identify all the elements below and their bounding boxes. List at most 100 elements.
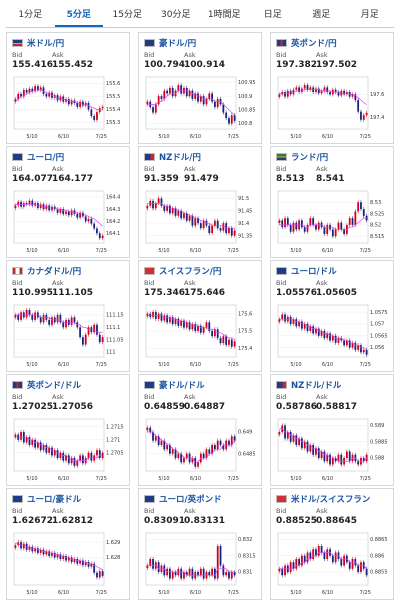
mini-chart[interactable]: 1.0575 1.057 1.0565 1.056 5/10 6/10 7/25 — [276, 301, 390, 369]
pair-name-link[interactable]: 英ポンド/ドル — [27, 380, 82, 391]
rate-card[interactable]: カナダドル/円 Bid Ask 110.995 111.105 111.15 111.1 11… — [6, 260, 130, 372]
mini-chart[interactable]: 8.53 8.525 8.52 8.515 5/10 6/10 7/25 — [276, 187, 390, 255]
candle — [219, 226, 222, 233]
pair-name-link[interactable]: ユーロ/円 — [27, 152, 65, 163]
rate-card[interactable]: 英ポンド/円 Bid Ask 197.382 197.502 197.6 197.4 5/10… — [270, 32, 394, 144]
x-tick-label: 6/10 — [322, 248, 333, 254]
pair-name-link[interactable]: 豪ドル/ドル — [159, 380, 205, 391]
pair-name-link[interactable]: ユーロ/英ポンド — [159, 494, 222, 505]
tab-5[interactable]: 日足 — [263, 10, 282, 20]
mini-chart[interactable]: 164.4 164.3 164.2 164.1 5/10 6/10 7/25 — [12, 187, 126, 255]
candle — [146, 203, 149, 211]
x-tick-label: 5/10 — [290, 362, 301, 368]
candle — [31, 437, 34, 448]
mini-chart[interactable]: 1.2715 1.271 1.2705 5/10 6/10 7/25 — [12, 415, 126, 483]
pair-name-link[interactable]: 豪ドル/円 — [159, 38, 197, 49]
candle — [337, 89, 340, 98]
flag-icon — [144, 494, 155, 503]
pair-name-link[interactable]: NZドル/ドル — [291, 380, 342, 391]
candle — [191, 88, 194, 101]
rate-card[interactable]: 豪ドル/ドル Bid Ask 0.64859 0.64887 0.649 0.6485 5/1… — [138, 374, 262, 486]
candlestick-chart: 0.589 0.5885 0.588 5/10 6/10 7/25 — [277, 418, 388, 482]
y-tick-label: 0.8865 — [370, 537, 388, 543]
rate-card[interactable]: ユーロ/ドル Bid Ask 1.05576 1.05605 1.0575 1.057 1.0… — [270, 260, 394, 372]
candle — [183, 211, 185, 221]
mini-chart[interactable]: 197.6 197.4 5/10 6/10 7/25 — [276, 73, 390, 141]
candle — [93, 221, 96, 231]
candle — [216, 96, 219, 110]
mini-chart[interactable]: 155.6 155.5 155.4 155.3 5/10 6/10 7/25 — [12, 73, 126, 141]
candle — [25, 201, 28, 207]
rate-card[interactable]: ユーロ/英ポンド Bid Ask 0.83091 0.83131 0.832 0.8315 0… — [138, 488, 262, 600]
candle — [315, 222, 317, 232]
mini-chart[interactable]: 100.95 100.9 100.85 100.8 5/10 6/10 7/25 — [144, 73, 258, 141]
tab-4[interactable]: 1時間足 — [207, 10, 241, 20]
x-tick-label: 5/10 — [290, 476, 301, 482]
tab-3[interactable]: 30分足 — [161, 10, 191, 20]
pair-name-link[interactable]: ユーロ/ドル — [291, 266, 337, 277]
bid-value: 0.88525 — [276, 516, 317, 526]
mini-chart[interactable]: 0.832 0.8315 0.831 5/10 6/10 7/25 — [144, 529, 258, 597]
candle — [59, 207, 62, 215]
y-tick-label: 100.85 — [238, 108, 256, 114]
candle — [289, 314, 292, 326]
bid-label: Bid — [12, 393, 23, 401]
candle — [320, 328, 323, 338]
rate-card[interactable]: ユーロ/豪ドル Bid Ask 1.62672 1.62812 1.629 1.628 5/1… — [6, 488, 130, 600]
rate-card[interactable]: スイスフラン/円 Bid Ask 175.346 175.646 175.6 175.5 17… — [138, 260, 262, 372]
x-tick-label: 6/10 — [322, 362, 333, 368]
tab-0[interactable]: 1分足 — [18, 10, 43, 20]
candle — [14, 432, 17, 440]
rate-card[interactable]: ユーロ/円 Bid Ask 164.077 164.177 164.4 164.3 164.2… — [6, 146, 130, 258]
mini-chart[interactable]: 91.5 91.45 91.4 91.35 5/10 6/10 7/25 — [144, 187, 258, 255]
rate-card[interactable]: NZドル/円 Bid Ask 91.359 91.479 91.5 91.45 91.4 91.… — [138, 146, 262, 258]
rate-card[interactable]: NZドル/ドル Bid Ask 0.58786 0.58817 0.589 0.5885 0.… — [270, 374, 394, 486]
pair-name-link[interactable]: カナダドル/円 — [27, 266, 82, 277]
candle — [96, 110, 98, 122]
pair-name-link[interactable]: 米ドル/スイスフラン — [291, 494, 371, 505]
plot-area — [145, 532, 237, 586]
mini-chart[interactable]: 1.629 1.628 5/10 6/10 7/25 — [12, 529, 126, 597]
candle — [340, 452, 343, 467]
candle — [76, 100, 79, 109]
card-header: 米ドル/スイスフラン — [276, 492, 388, 505]
candle — [306, 222, 309, 234]
mini-chart[interactable]: 0.8865 0.886 0.8855 5/10 6/10 7/25 — [276, 529, 390, 597]
pair-name-link[interactable]: ランド/円 — [291, 152, 329, 163]
candle — [20, 429, 22, 442]
candle — [278, 218, 281, 226]
rate-card[interactable]: 米ドル/スイスフラン Bid Ask 0.88525 0.88645 0.8865 0.88… — [270, 488, 394, 600]
pair-name-link[interactable]: ユーロ/豪ドル — [27, 494, 82, 505]
mini-chart[interactable]: 175.6 175.5 175.4 5/10 6/10 7/25 — [144, 301, 258, 369]
rate-card[interactable]: ランド/円 Bid Ask 8.513 8.541 8.53 8.525 8.52 8.515 5… — [270, 146, 394, 258]
pair-name-link[interactable]: 英ポンド/円 — [291, 38, 337, 49]
tab-1[interactable]: 5分足 — [54, 4, 103, 27]
mini-chart[interactable]: 0.589 0.5885 0.588 5/10 6/10 7/25 — [276, 415, 390, 483]
candle — [228, 337, 230, 347]
tab-7[interactable]: 月足 — [360, 10, 379, 20]
candle — [82, 210, 84, 219]
mini-chart[interactable]: 0.649 0.6485 5/10 6/10 7/25 — [144, 415, 258, 483]
bid-value: 164.077 — [12, 174, 53, 184]
tab-6[interactable]: 週足 — [312, 10, 331, 20]
rate-card[interactable]: 英ポンド/ドル Bid Ask 1.27025 1.27056 1.2715 1.271 1.… — [6, 374, 130, 486]
quote-labels: Bid Ask — [12, 507, 124, 516]
pair-name-link[interactable]: 米ドル/円 — [27, 38, 65, 49]
tab-2[interactable]: 15分足 — [112, 10, 142, 20]
mini-chart[interactable]: 111.15 111.1 111.05 111 5/10 6/10 7/25 — [12, 301, 126, 369]
pair-name-link[interactable]: スイスフラン/円 — [159, 266, 222, 277]
pair-name-link[interactable]: NZドル/円 — [159, 152, 201, 163]
candle — [362, 455, 365, 464]
candle — [37, 440, 39, 450]
plot-area — [13, 532, 105, 586]
y-tick-label: 175.5 — [238, 329, 252, 335]
rate-card[interactable]: 豪ドル/円 Bid Ask 100.794 100.914 100.95 100.9 100.… — [138, 32, 262, 144]
candle — [101, 104, 104, 111]
candle — [312, 547, 315, 562]
candle — [219, 438, 222, 448]
candle — [79, 325, 81, 340]
rate-card[interactable]: 米ドル/円 Bid Ask 155.416 155.452 155.6 155.5 155.4… — [6, 32, 130, 144]
bid-value: 0.58786 — [276, 402, 317, 412]
candle — [228, 226, 230, 236]
candle — [67, 97, 70, 107]
